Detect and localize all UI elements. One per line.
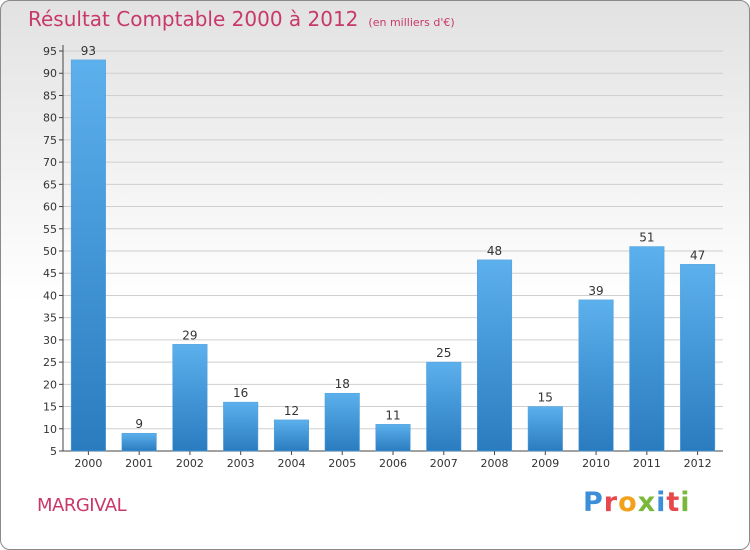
chart-title-text: Résultat Comptable 2000 à 2012 xyxy=(28,7,359,31)
y-tick-label: 30 xyxy=(43,334,57,347)
data-label: 18 xyxy=(335,377,350,391)
data-label: 48 xyxy=(487,244,502,258)
grid-layer xyxy=(63,50,723,452)
data-label: 29 xyxy=(182,328,197,342)
bar xyxy=(375,424,411,452)
data-label: 25 xyxy=(436,346,451,360)
y-tick-label: 85 xyxy=(43,89,57,102)
bar xyxy=(527,406,563,452)
bar xyxy=(121,432,157,452)
data-label: 16 xyxy=(233,386,248,400)
y-tick-label: 95 xyxy=(43,45,57,58)
y-tick-label: 45 xyxy=(43,267,57,280)
bar xyxy=(477,259,513,452)
bar xyxy=(578,299,614,452)
x-tick-label: 2010 xyxy=(582,457,610,470)
data-label: 12 xyxy=(284,404,299,418)
data-label: 9 xyxy=(135,417,143,431)
y-tick-label: 40 xyxy=(43,289,57,302)
logo-letter: x xyxy=(637,487,657,518)
bar xyxy=(70,59,106,452)
x-tick-label: 2012 xyxy=(684,457,712,470)
logo-letter: o xyxy=(618,487,638,518)
logo-letter: i xyxy=(680,487,691,518)
x-tick-label: 2005 xyxy=(328,457,356,470)
bar xyxy=(273,419,309,452)
x-tick-label: 2003 xyxy=(227,457,255,470)
bar xyxy=(324,392,360,452)
town-name: MARGIVAL xyxy=(37,495,127,516)
data-label: 15 xyxy=(538,391,553,405)
y-tick-label: 35 xyxy=(43,312,57,325)
x-tick-label: 2007 xyxy=(430,457,458,470)
y-tick-label: 55 xyxy=(43,223,57,236)
x-tick-label: 2004 xyxy=(277,457,305,470)
x-tick-label: 2006 xyxy=(379,457,407,470)
data-label: 11 xyxy=(385,408,400,422)
label-layer: 93 9 29 16 12 18 11 25 48 15 39 51 47 xyxy=(81,44,706,431)
y-tick-label: 65 xyxy=(43,178,57,191)
x-tick-label: 2001 xyxy=(125,457,153,470)
logo-letter: t xyxy=(666,487,681,518)
x-tick-label: 2009 xyxy=(531,457,559,470)
bar xyxy=(680,264,716,452)
x-tick-label: 2000 xyxy=(74,457,102,470)
x-tick-label: 2002 xyxy=(176,457,204,470)
data-label: 93 xyxy=(81,44,96,58)
bar xyxy=(223,401,259,452)
y-tick-label: 90 xyxy=(43,67,57,80)
bar-layer xyxy=(70,59,716,452)
y-tick-label: 15 xyxy=(43,401,57,414)
bar xyxy=(629,246,665,452)
logo-letter: r xyxy=(603,487,619,518)
y-tick-label: 20 xyxy=(43,378,57,391)
y-tick-label: 50 xyxy=(43,245,57,258)
proxiti-logo[interactable]: Proxiti xyxy=(583,487,691,518)
chart-subtitle: (en milliers d'€) xyxy=(368,16,455,29)
y-tick-label: 5 xyxy=(50,445,57,458)
x-tick-label: 2011 xyxy=(633,457,661,470)
y-tick-label: 60 xyxy=(43,201,57,214)
y-tick-label: 70 xyxy=(43,156,57,169)
data-label: 39 xyxy=(588,284,603,298)
bar xyxy=(426,361,462,452)
data-label: 47 xyxy=(690,248,705,262)
chart-title: Résultat Comptable 2000 à 2012 (en millie… xyxy=(28,7,455,31)
logo-letter: P xyxy=(583,487,604,518)
x-tick-label: 2008 xyxy=(481,457,509,470)
y-tick-label: 80 xyxy=(43,112,57,125)
y-tick-label: 75 xyxy=(43,134,57,147)
data-label: 51 xyxy=(639,231,654,245)
logo-letter: i xyxy=(656,487,667,518)
y-tick-label: 25 xyxy=(43,356,57,369)
bar xyxy=(172,344,208,452)
y-tick-label: 10 xyxy=(43,423,57,436)
